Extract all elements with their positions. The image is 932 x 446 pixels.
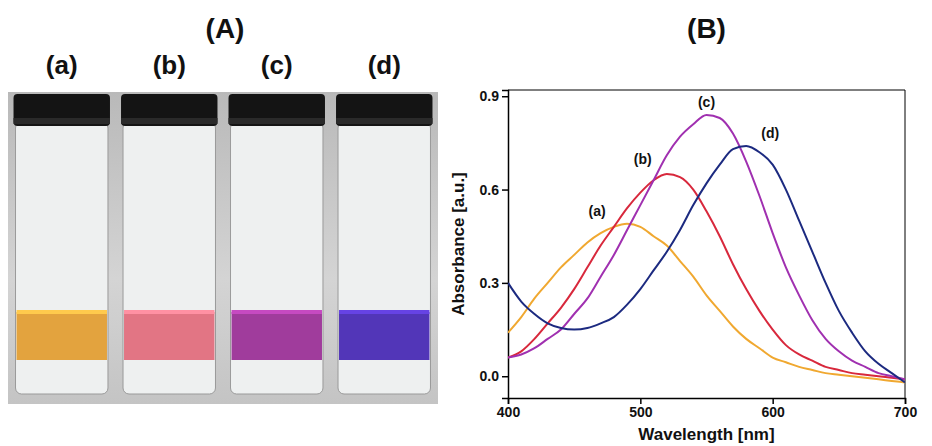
y-tick: 0.0: [480, 368, 508, 384]
y-tick: 0.6: [480, 182, 508, 198]
series-label: (d): [761, 125, 779, 141]
liquid-surface: [124, 310, 214, 314]
y-tick-label: 0.3: [480, 275, 500, 291]
vial: [14, 94, 110, 394]
vial-cap: [14, 94, 110, 126]
panel-b: (B) 400 500 600 700 0.0 0.3 0.6 0.9 Wavelength [n…: [449, 13, 917, 444]
cap-ring: [14, 118, 110, 124]
vial-cap: [336, 94, 432, 126]
y-tick-label: 0.9: [480, 88, 500, 104]
vial-glass: [16, 122, 108, 394]
vial: [336, 94, 432, 394]
vial-label: (d): [368, 50, 401, 80]
x-axis: 400 500 600 700: [497, 398, 918, 420]
frame-top: [508, 90, 905, 91]
vial-cap: [121, 94, 217, 126]
vial: [229, 94, 325, 394]
vial-label: (b): [153, 50, 186, 80]
y-tick-mark: [502, 96, 508, 98]
x-tick: 600: [761, 398, 785, 420]
cap-ring: [121, 118, 217, 124]
vial-liquid: [124, 312, 214, 360]
vial-liquid: [232, 312, 322, 360]
vial: [121, 94, 217, 394]
vial-liquid: [17, 312, 107, 360]
frame-right: [905, 90, 906, 398]
x-tick-label: 600: [761, 404, 785, 420]
series-label: (b): [634, 151, 652, 167]
x-tick: 700: [894, 398, 918, 420]
figure: (A)(a)(b)(c)(d)(B)4005006007000.00.30.60…: [0, 0, 932, 446]
y-tick: 0.9: [480, 88, 508, 104]
series-label: (c): [698, 94, 715, 110]
vial-cap: [229, 94, 325, 126]
y-tick-mark: [502, 283, 508, 285]
liquid-surface: [232, 310, 322, 314]
x-tick-label: 700: [894, 404, 918, 420]
vial-liquid: [339, 312, 429, 360]
panel-title: (A): [206, 13, 245, 44]
y-tick-label: 0.0: [480, 368, 500, 384]
x-tick-label: 400: [497, 404, 521, 420]
y-tick-mark: [502, 376, 508, 378]
vial-label: (c): [261, 50, 293, 80]
x-axis-title: Wavelength [nm]: [638, 425, 774, 444]
y-axis-title: Absorbance [a.u.]: [449, 172, 468, 316]
y-axis: 0.0 0.3 0.6 0.9: [480, 88, 509, 398]
y-tick-mark: [502, 189, 508, 191]
vial-glass: [231, 122, 323, 394]
vial-glass: [338, 122, 430, 394]
series-label: (a): [589, 203, 606, 219]
series-line: [508, 115, 905, 379]
y-tick: 0.3: [480, 275, 508, 291]
vial-glass: [123, 122, 215, 394]
series-line: [508, 224, 905, 383]
panel-a: (A) (a) (b) (c) (d): [8, 13, 438, 404]
x-axis-line: [509, 399, 906, 405]
cap-ring: [336, 118, 432, 124]
y-tick-label: 0.6: [480, 182, 500, 198]
photo-background: [8, 92, 438, 404]
x-tick-label: 500: [629, 404, 653, 420]
liquid-surface: [339, 310, 429, 314]
lines: [508, 115, 905, 383]
series-line: [508, 174, 905, 379]
series-line: [508, 146, 905, 382]
x-tick: 500: [629, 398, 653, 420]
panel-title: (B): [687, 13, 726, 44]
x-tick: 400: [497, 398, 521, 420]
liquid-surface: [17, 310, 107, 314]
cap-ring: [229, 118, 325, 124]
y-axis-line: [502, 91, 509, 399]
vial-label: (a): [46, 50, 78, 80]
